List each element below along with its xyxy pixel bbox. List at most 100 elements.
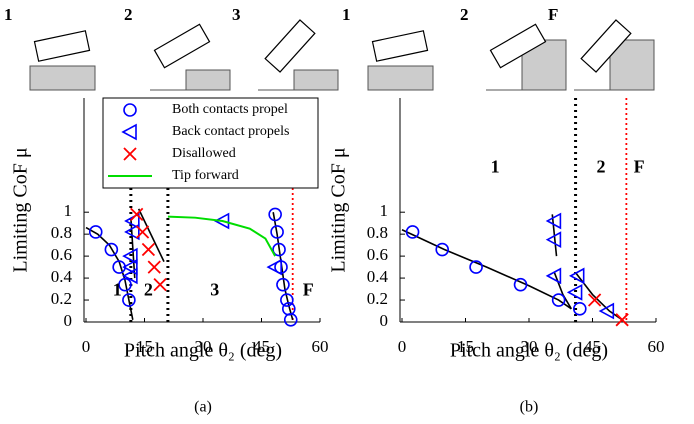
x-tick-label: 45 (584, 337, 601, 356)
y-tick-label: 0 (64, 311, 73, 330)
marker-triangle (545, 267, 562, 285)
y-axis-label: Limiting CoF μ (10, 147, 32, 272)
marker-circle (405, 225, 420, 239)
x-axis-label: Pitch angle θ₂ (deg) (450, 340, 608, 362)
marker-triangle (568, 267, 585, 285)
x-tick-label: 15 (457, 337, 474, 356)
marker-circle (104, 242, 119, 257)
y-axis-label: Limiting CoF μ (328, 147, 350, 272)
legend-box (102, 97, 319, 189)
marker-x (130, 207, 144, 222)
x-tick-label: 30 (521, 337, 538, 356)
x-tick-label: 30 (195, 337, 212, 356)
legend-label: Tip forward (172, 168, 239, 183)
stage-label: 3 (232, 5, 241, 24)
x-tick-label: 60 (312, 337, 329, 356)
y-tick-label: 0.8 (367, 223, 388, 242)
marker-triangle (566, 284, 583, 301)
marker-circle (283, 313, 298, 327)
y-tick-label: 0.8 (51, 223, 72, 242)
marker-triangle (213, 212, 230, 230)
legend-label: Both contacts propel (172, 102, 288, 117)
marker-circle (551, 293, 566, 307)
ground-block (367, 65, 434, 91)
marker-circle (435, 242, 450, 257)
region-label: 1 (491, 156, 500, 176)
marker-triangle (545, 212, 562, 230)
region-label: F (634, 156, 645, 176)
fit-line (130, 217, 136, 279)
ground-block (258, 69, 339, 91)
marker-circle (122, 293, 136, 307)
fit-line (272, 212, 294, 321)
region-label: F (303, 279, 314, 299)
y-tick-label: 0 (380, 311, 389, 330)
marker-circle (123, 103, 137, 117)
marker-circle (268, 207, 282, 222)
stage-label: 2 (124, 5, 133, 24)
y-tick-label: 0.4 (51, 267, 73, 286)
marker-circle (88, 225, 103, 239)
x-tick-label: 15 (136, 337, 153, 356)
ground-block (574, 39, 655, 91)
y-tick-label: 0.6 (367, 245, 388, 264)
marker-triangle (122, 267, 138, 285)
marker-circle (270, 225, 284, 239)
y-tick-label: 0.2 (367, 289, 388, 308)
marker-triangle (122, 258, 138, 276)
marker-triangle (124, 212, 140, 230)
robot-body (33, 30, 91, 62)
marker-x (587, 293, 602, 307)
x-tick-label: 0 (82, 337, 91, 356)
y-tick-label: 0.2 (51, 289, 72, 308)
region-label: 2 (596, 156, 605, 176)
robot-body (371, 30, 429, 62)
marker-x (123, 147, 137, 161)
x-tick-label: 60 (648, 337, 665, 356)
marker-circle (276, 277, 290, 292)
y-tick-label: 1 (64, 201, 73, 220)
marker-x (147, 260, 161, 274)
region-label: 3 (210, 279, 219, 299)
marker-circle (513, 277, 528, 292)
marker-x (135, 225, 150, 239)
caption: (b) (520, 399, 539, 416)
legend-label: Disallowed (172, 146, 236, 161)
marker-x (153, 278, 167, 292)
caption: (a) (194, 399, 212, 416)
stage-label: 1 (342, 5, 351, 24)
marker-triangle (122, 247, 138, 265)
stage-label: F (548, 5, 558, 24)
marker-x (615, 313, 629, 327)
marker-triangle (598, 302, 615, 320)
robot-body (264, 19, 316, 73)
stage-label: 1 (4, 5, 13, 24)
ground-block (29, 65, 96, 91)
robot-body (580, 19, 632, 73)
y-tick-label: 0.4 (367, 267, 389, 286)
marker-x (141, 242, 156, 257)
stage-label: 2 (460, 5, 469, 24)
marker-circle (469, 260, 483, 274)
x-tick-label: 0 (398, 337, 407, 356)
fit-line (401, 229, 572, 310)
marker-triangle (124, 223, 140, 241)
series-line (167, 215, 277, 257)
robot-body (489, 23, 547, 69)
marker-triangle (121, 123, 137, 141)
x-axis-label: Pitch angle θ₂ (deg) (124, 340, 282, 362)
y-tick-label: 0.6 (51, 245, 72, 264)
marker-circle (572, 302, 587, 316)
marker-circle (280, 293, 294, 307)
region-label: 2 (144, 279, 153, 299)
region-label: 1 (113, 279, 122, 299)
robot-body (153, 23, 211, 69)
ground-block (150, 69, 231, 91)
marker-circle (272, 242, 286, 257)
marker-circle (118, 277, 132, 292)
fit-line (137, 208, 165, 262)
marker-triangle (545, 231, 562, 248)
fit-line (553, 272, 573, 310)
y-tick-label: 1 (380, 201, 389, 220)
